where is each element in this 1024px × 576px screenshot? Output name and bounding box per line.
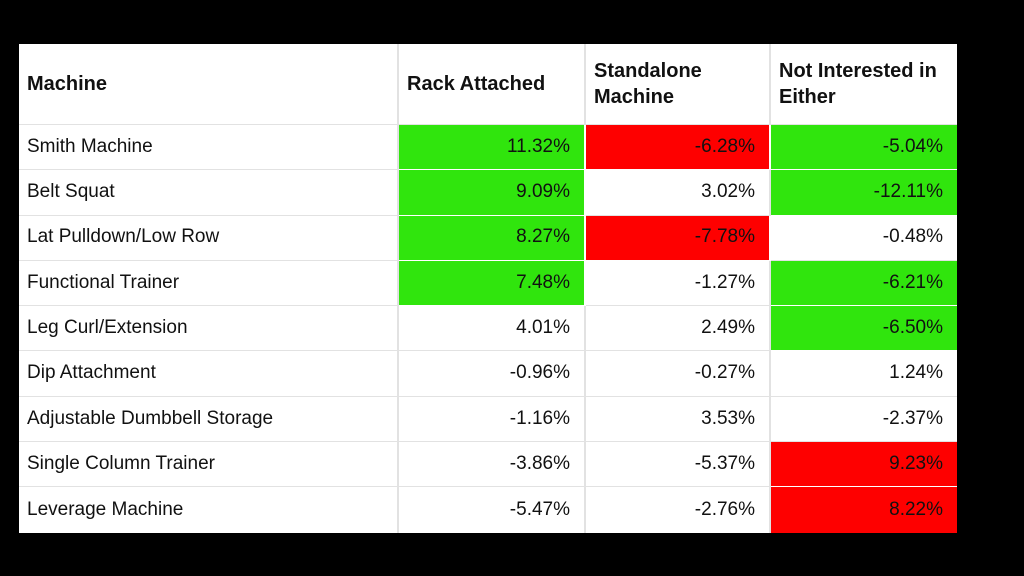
value-cell-none: 3.02% (586, 170, 771, 216)
value-cell-none: 2.49% (586, 306, 771, 352)
value-cell-red: 9.23% (771, 442, 957, 488)
value-cell-red: -7.78% (586, 215, 771, 261)
value-cell-none: 3.53% (586, 396, 771, 443)
machine-name-cell: Leverage Machine (19, 487, 399, 533)
value-cell-none: -0.96% (399, 351, 586, 397)
machine-name-cell: Adjustable Dumbbell Storage (19, 396, 399, 443)
value-cell-green: 8.27% (399, 215, 586, 261)
value-cell-none: -1.16% (399, 396, 586, 443)
value-cell-none: -0.27% (586, 351, 771, 397)
machine-name-cell: Lat Pulldown/Low Row (19, 215, 399, 261)
value-cell-none: -1.27% (586, 260, 771, 307)
value-cell-none: 1.24% (771, 351, 957, 397)
machine-name-cell: Belt Squat (19, 170, 399, 216)
value-cell-green: -6.21% (771, 260, 957, 307)
column-header-machine: Machine (19, 44, 399, 125)
value-cell-green: 11.32% (399, 125, 586, 171)
value-cell-none: -2.76% (586, 487, 771, 533)
column-header-rack-attached: Rack Attached (399, 44, 586, 125)
value-cell-none: 4.01% (399, 306, 586, 352)
value-cell-red: -6.28% (586, 125, 771, 171)
value-cell-green: 7.48% (399, 260, 586, 307)
value-cell-green: -12.11% (771, 170, 957, 216)
value-cell-none: -5.47% (399, 487, 586, 533)
value-cell-none: -2.37% (771, 396, 957, 443)
value-cell-green: -5.04% (771, 125, 957, 171)
machine-name-cell: Smith Machine (19, 125, 399, 171)
machine-name-cell: Functional Trainer (19, 260, 399, 307)
value-cell-red: 8.22% (771, 487, 957, 533)
value-cell-none: -5.37% (586, 442, 771, 488)
value-cell-green: 9.09% (399, 170, 586, 216)
machine-name-cell: Dip Attachment (19, 351, 399, 397)
machine-name-cell: Leg Curl/Extension (19, 306, 399, 352)
value-cell-green: -6.50% (771, 306, 957, 352)
column-header-not-interested: Not Interested in Either (771, 44, 957, 125)
machine-interest-table: Machine Rack Attached Standalone Machine… (19, 44, 957, 533)
column-header-standalone-machine: Standalone Machine (586, 44, 771, 125)
value-cell-none: -0.48% (771, 215, 957, 261)
machine-name-cell: Single Column Trainer (19, 442, 399, 488)
value-cell-none: -3.86% (399, 442, 586, 488)
